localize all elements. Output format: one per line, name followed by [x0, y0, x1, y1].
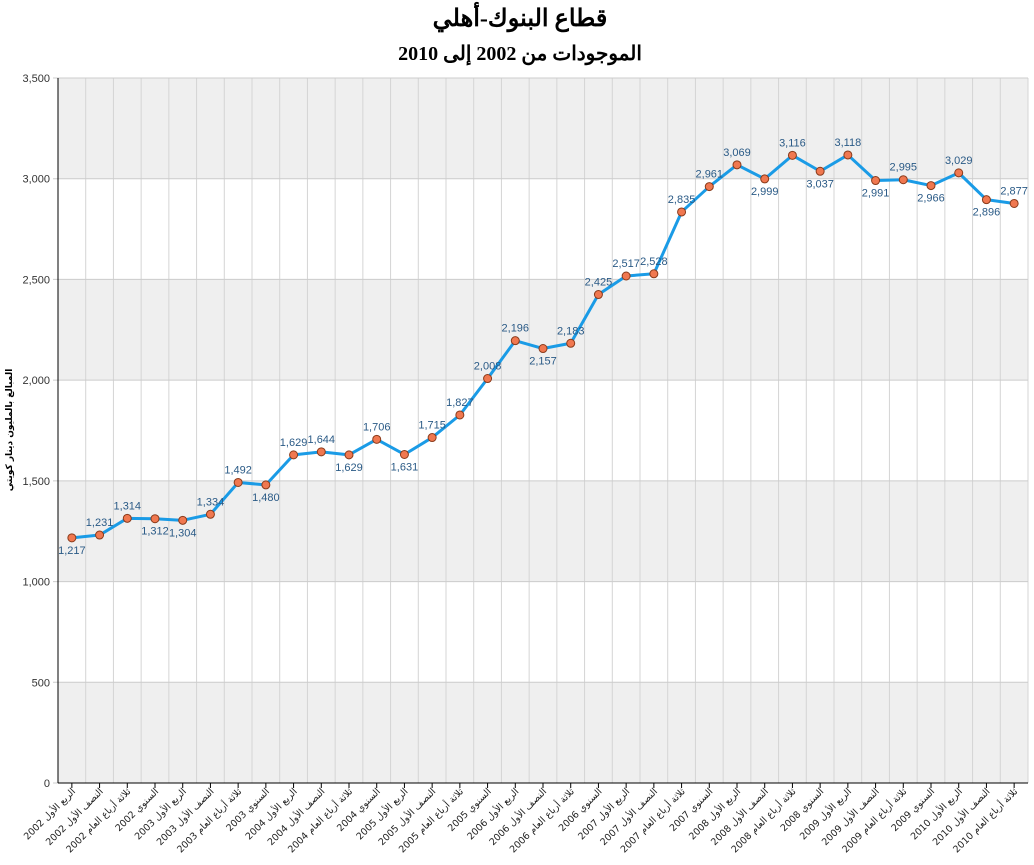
background-band — [58, 682, 1028, 783]
data-label: 1,715 — [418, 420, 446, 432]
y-tick-labels: 0 500 1,000 1,500 2,000 2,500 3,000 3,500 — [22, 73, 50, 790]
data-label: 3,029 — [945, 155, 973, 167]
data-point — [981, 195, 991, 205]
data-label: 2,835 — [668, 194, 696, 206]
data-label: 2,877 — [1000, 185, 1028, 197]
data-label: 3,037 — [806, 178, 834, 190]
data-label: 1,644 — [308, 434, 336, 446]
data-point — [372, 434, 382, 444]
data-point — [566, 338, 576, 348]
data-label: 1,217 — [58, 545, 86, 557]
data-point — [150, 514, 160, 524]
data-point — [954, 168, 964, 178]
data-label: 1,706 — [363, 421, 391, 433]
data-point — [787, 150, 797, 160]
data-label: 2,157 — [529, 356, 557, 368]
data-point — [732, 160, 742, 170]
y-axis-label: المبالغ بالمليون دينار كويتي — [5, 369, 15, 492]
data-point — [871, 176, 881, 186]
data-point — [926, 181, 936, 191]
data-point — [261, 480, 271, 490]
data-point — [621, 271, 631, 281]
y-tick-label: 0 — [44, 778, 50, 790]
background-band — [58, 279, 1028, 381]
data-label: 1,304 — [169, 527, 197, 539]
data-point — [815, 166, 825, 176]
data-point — [316, 447, 326, 457]
data-point — [760, 174, 770, 184]
axes — [57, 78, 1028, 784]
data-label: 2,196 — [502, 323, 530, 335]
data-label: 2,999 — [751, 186, 779, 198]
data-label: 1,629 — [335, 462, 363, 474]
chart-title: قطاع البنوك-أهلي — [433, 0, 608, 33]
data-label: 1,631 — [391, 461, 419, 473]
data-label: 3,118 — [834, 137, 861, 149]
data-point — [95, 530, 105, 540]
horizontal-gridlines — [53, 77, 1028, 784]
y-tick-label: 1,000 — [22, 577, 50, 589]
data-point — [538, 344, 548, 354]
y-tick-label: 2,500 — [22, 274, 50, 286]
data-point — [843, 150, 853, 160]
data-label: 2,966 — [917, 193, 945, 205]
y-tick-label: 2,000 — [22, 375, 50, 387]
data-label: 1,231 — [86, 517, 114, 529]
data-label: 2,008 — [474, 361, 502, 373]
data-point — [677, 207, 687, 217]
background-band — [58, 78, 1028, 179]
y-tick-label: 3,500 — [22, 73, 50, 85]
background-band — [58, 480, 1028, 582]
data-point — [704, 182, 714, 192]
background-bands — [58, 78, 1028, 783]
data-point — [233, 477, 243, 487]
data-label: 1,480 — [252, 492, 280, 504]
y-tick-label: 1,500 — [22, 476, 50, 488]
data-label: 3,116 — [779, 137, 806, 149]
data-label: 2,995 — [890, 162, 918, 174]
y-tick-label: 500 — [32, 677, 50, 689]
data-point — [455, 410, 465, 420]
data-point — [649, 269, 659, 279]
data-point — [205, 509, 215, 519]
data-markers — [67, 150, 1019, 543]
data-point — [593, 290, 603, 300]
data-label: 1,492 — [224, 464, 252, 476]
data-label: 1,334 — [197, 496, 225, 508]
data-label: 2,961 — [696, 169, 724, 181]
data-point — [898, 175, 908, 185]
data-label: 2,517 — [612, 258, 640, 270]
data-label: 2,425 — [585, 277, 613, 289]
data-point — [289, 450, 299, 460]
data-label: 2,991 — [862, 188, 890, 200]
data-label: 1,314 — [114, 500, 142, 512]
data-label: 1,312 — [141, 526, 169, 538]
data-point — [1009, 198, 1019, 208]
data-label: 3,069 — [723, 147, 751, 159]
data-point — [344, 450, 354, 460]
y-tick-label: 3,000 — [22, 174, 50, 186]
data-point — [67, 533, 77, 543]
data-point — [122, 513, 132, 523]
vertical-gridlines — [57, 78, 1029, 783]
data-label: 2,528 — [640, 256, 668, 268]
data-label: 1,827 — [446, 397, 474, 409]
data-label: 1,629 — [280, 437, 308, 449]
data-point — [510, 336, 520, 346]
data-label: 2,183 — [557, 325, 585, 337]
chart-subtitle: الموجودات من 2002 إلى 2010 — [398, 43, 642, 66]
data-label: 2,896 — [973, 207, 1001, 219]
data-point — [178, 515, 188, 525]
data-point — [483, 374, 493, 384]
data-point — [399, 449, 409, 459]
data-point — [427, 433, 437, 443]
